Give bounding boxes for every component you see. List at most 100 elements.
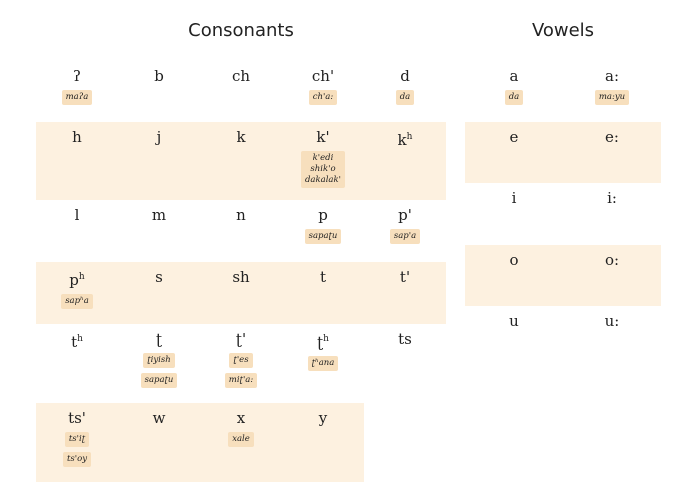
example-tag: miʈ'a:: [224, 373, 258, 388]
glyph-text: e: [509, 128, 519, 146]
example-tag: da: [395, 90, 415, 105]
consonant-glyph: ph: [69, 268, 84, 289]
glyph-superscript: h: [406, 132, 413, 142]
glyph-text: p: [69, 271, 79, 289]
consonant-cell: ʈ' ʈ'es miʈ'a:: [200, 324, 282, 403]
vowel-cell: e: [465, 122, 563, 183]
glyph-superscript: h: [78, 272, 85, 282]
consonant-cell: y: [282, 403, 364, 482]
consonant-cell: s: [118, 262, 200, 324]
vowel-glyph: a:: [605, 67, 619, 85]
glyph-text: d: [400, 67, 410, 85]
glyph-text: u:: [604, 312, 620, 330]
consonant-glyph: h: [72, 128, 82, 146]
glyph-text: ts': [68, 409, 86, 427]
consonant-glyph: ʈ: [156, 330, 162, 348]
glyph-text: a:: [605, 67, 619, 85]
consonant-cell: kh: [364, 122, 446, 200]
glyph-text: m: [151, 206, 167, 224]
consonant-cell: h: [36, 122, 118, 200]
glyph-text: e:: [605, 128, 619, 146]
vowel-cell: e:: [563, 122, 661, 183]
glyph-text: n: [236, 206, 246, 224]
consonant-cell: ch: [200, 61, 282, 122]
consonant-cell: t': [364, 262, 446, 324]
consonant-glyph: p': [398, 206, 412, 224]
example-word: sap'a: [393, 231, 417, 241]
glyph-text: l: [74, 206, 80, 224]
glyph-text: ʈ': [235, 330, 247, 348]
vowel-glyph: u: [509, 312, 519, 330]
glyph-text: h: [72, 128, 82, 146]
vowel-cell: i: [465, 183, 563, 245]
consonant-glyph: ʈ': [236, 330, 246, 348]
consonant-cell: n: [200, 200, 282, 262]
consonant-cell: k' k'edi shik'o dakalak': [282, 122, 364, 200]
glyph-text: o: [509, 251, 519, 269]
consonant-cell: m: [118, 200, 200, 262]
vowel-cell: a da: [465, 61, 563, 122]
consonant-cell: th: [36, 324, 118, 403]
example-word: da: [399, 92, 411, 102]
vowel-cell: a: ma:yu: [563, 61, 661, 122]
example-word: sapaʈu: [144, 375, 174, 385]
glyph-text: b: [154, 67, 164, 85]
glyph-text: ch: [231, 67, 251, 85]
consonant-glyph: t': [400, 268, 410, 286]
glyph-text: t': [399, 268, 411, 286]
glyph-text: s: [155, 268, 163, 286]
example-tag: ma:yu: [594, 90, 630, 105]
example-tag: sap'a: [389, 229, 421, 244]
glyph-superscript: h: [77, 334, 83, 344]
consonant-glyph: t: [320, 268, 326, 286]
glyph-text: y: [318, 409, 328, 427]
glyph-text: o:: [604, 251, 620, 269]
glyph-text: ch': [311, 67, 335, 85]
consonant-cell: t: [282, 262, 364, 324]
consonant-glyph: kh: [398, 128, 413, 149]
consonant-glyph: x: [237, 409, 245, 427]
consonant-glyph: ʔ: [73, 67, 81, 85]
example-tag: ts'oy: [62, 452, 92, 467]
glyph-text: i:: [607, 189, 617, 207]
consonant-cell: p sapaʈu: [282, 200, 364, 262]
consonant-glyph: th: [71, 330, 83, 351]
consonant-glyph: y: [319, 409, 327, 427]
vowel-cell: u:: [563, 306, 661, 368]
example-tag: da: [504, 90, 524, 105]
consonant-glyph: m: [152, 206, 166, 224]
consonant-cell: k: [200, 122, 282, 200]
glyph-text: sh: [232, 268, 250, 286]
example-word: ʈ'es: [233, 355, 249, 365]
consonant-cell: sh: [200, 262, 282, 324]
example-tag: ʈʰana: [307, 356, 339, 371]
glyph-text: x: [236, 409, 246, 427]
glyph-text: ts: [398, 330, 412, 348]
consonant-row-band: [36, 122, 446, 200]
vowel-glyph: o:: [605, 251, 619, 269]
consonant-glyph: k: [236, 128, 245, 146]
vowel-glyph: i: [512, 189, 517, 207]
glyph-text: ʈ: [317, 333, 324, 351]
consonant-glyph: ch: [232, 67, 250, 85]
consonant-glyph: ʈh: [317, 330, 329, 351]
example-tag: maʔa: [61, 90, 93, 105]
glyph-text: p: [318, 206, 328, 224]
glyph-text: k': [316, 128, 330, 146]
glyph-superscript: h: [323, 334, 329, 344]
vowel-cell: u: [465, 306, 563, 368]
vowel-cell: i:: [563, 183, 661, 245]
vowel-glyph: i:: [607, 189, 617, 207]
glyph-text: u: [509, 312, 519, 330]
example-tag: sapaʈu: [304, 229, 342, 244]
consonant-glyph: ts: [398, 330, 412, 348]
glyph-text: w: [152, 409, 166, 427]
consonant-glyph: p: [318, 206, 328, 224]
example-word: maʔa: [65, 92, 89, 102]
example-word: ʈʰana: [311, 358, 335, 368]
consonant-cell: x xale: [200, 403, 282, 482]
consonant-row-band: [36, 403, 364, 482]
example-word: da: [508, 92, 520, 102]
consonant-cell: j: [118, 122, 200, 200]
glyph-text: t: [71, 333, 78, 351]
